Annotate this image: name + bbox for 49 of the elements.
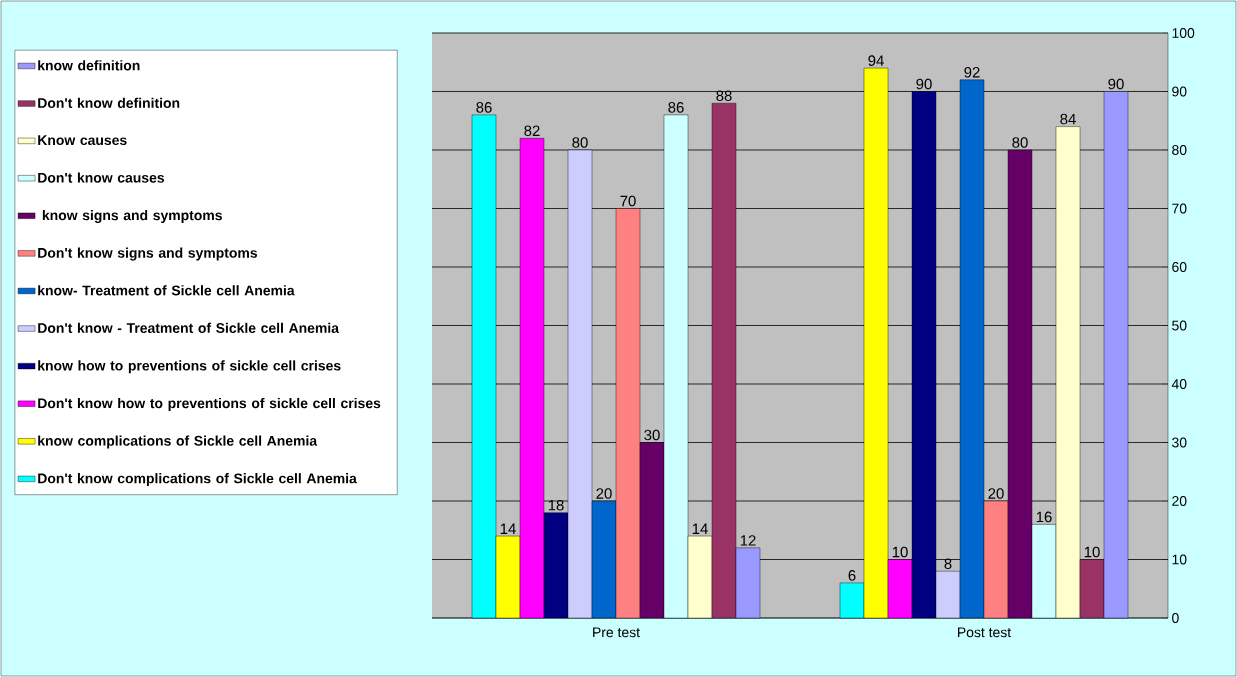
- legend-label: know complications of Sickle cell Anemia: [38, 435, 318, 449]
- x-tick-label: Post test: [958, 627, 1012, 638]
- y-tick-label: 10: [1172, 554, 1187, 565]
- data-label: 92: [964, 67, 980, 78]
- data-label: 14: [692, 523, 708, 534]
- y-tick-label: 30: [1172, 437, 1187, 448]
- legend-label: Don't know - Treatment of Sickle cell Anemia: [38, 322, 340, 333]
- legend-label: Know causes: [38, 135, 127, 146]
- data-label: 90: [916, 78, 932, 90]
- y-tick-label: 70: [1172, 203, 1187, 214]
- legend-label: know signs and symptoms: [42, 209, 222, 224]
- data-label: 20: [596, 488, 612, 499]
- data-label: 94: [868, 55, 884, 66]
- data-label: 10: [892, 546, 908, 558]
- data-label: 84: [1060, 113, 1076, 125]
- data-label: 6: [848, 570, 856, 581]
- data-label: 86: [668, 102, 684, 113]
- data-label: 14: [500, 523, 516, 534]
- y-tick-label: 60: [1172, 262, 1187, 272]
- y-tick-label: 0: [1172, 613, 1179, 623]
- data-label: 12: [740, 535, 756, 546]
- y-tick-label: 40: [1171, 379, 1187, 389]
- legend-label: Don't know complications of Sickle cell Anemia: [38, 473, 357, 487]
- x-tick-label: Pre test: [593, 627, 640, 638]
- data-label: 30: [644, 429, 660, 441]
- legend-label: Don't know signs and symptoms: [38, 247, 258, 261]
- y-tick-label: 80: [1172, 145, 1187, 155]
- y-tick-label: 90: [1172, 86, 1187, 97]
- data-label: 88: [716, 90, 732, 101]
- legend-label: Don't know how to preventions of sickle cell crises: [38, 397, 381, 411]
- data-label: 18: [548, 499, 564, 511]
- data-label: 86: [476, 102, 492, 113]
- legend-label: Don't know definition: [38, 97, 180, 108]
- data-label: 8: [944, 558, 952, 569]
- data-label: 20: [988, 488, 1004, 499]
- y-tick-label: 100: [1172, 28, 1195, 38]
- legend-label: Don't know causes: [38, 172, 165, 183]
- legend-label: know how to preventions of sickle cell crises: [38, 360, 341, 374]
- legend-label: know- Treatment of Sickle cell Anemia: [38, 285, 295, 296]
- legend-label: know definition: [38, 60, 140, 71]
- data-label: 16: [1036, 511, 1052, 523]
- data-label: 82: [524, 125, 540, 137]
- data-label: 80: [572, 137, 588, 148]
- data-label: 80: [1012, 137, 1028, 148]
- data-label: 10: [1084, 546, 1100, 558]
- y-tick-label: 50: [1172, 320, 1187, 331]
- data-label: 70: [620, 195, 636, 207]
- data-label: 90: [1108, 78, 1124, 90]
- y-tick-label: 20: [1172, 496, 1187, 506]
